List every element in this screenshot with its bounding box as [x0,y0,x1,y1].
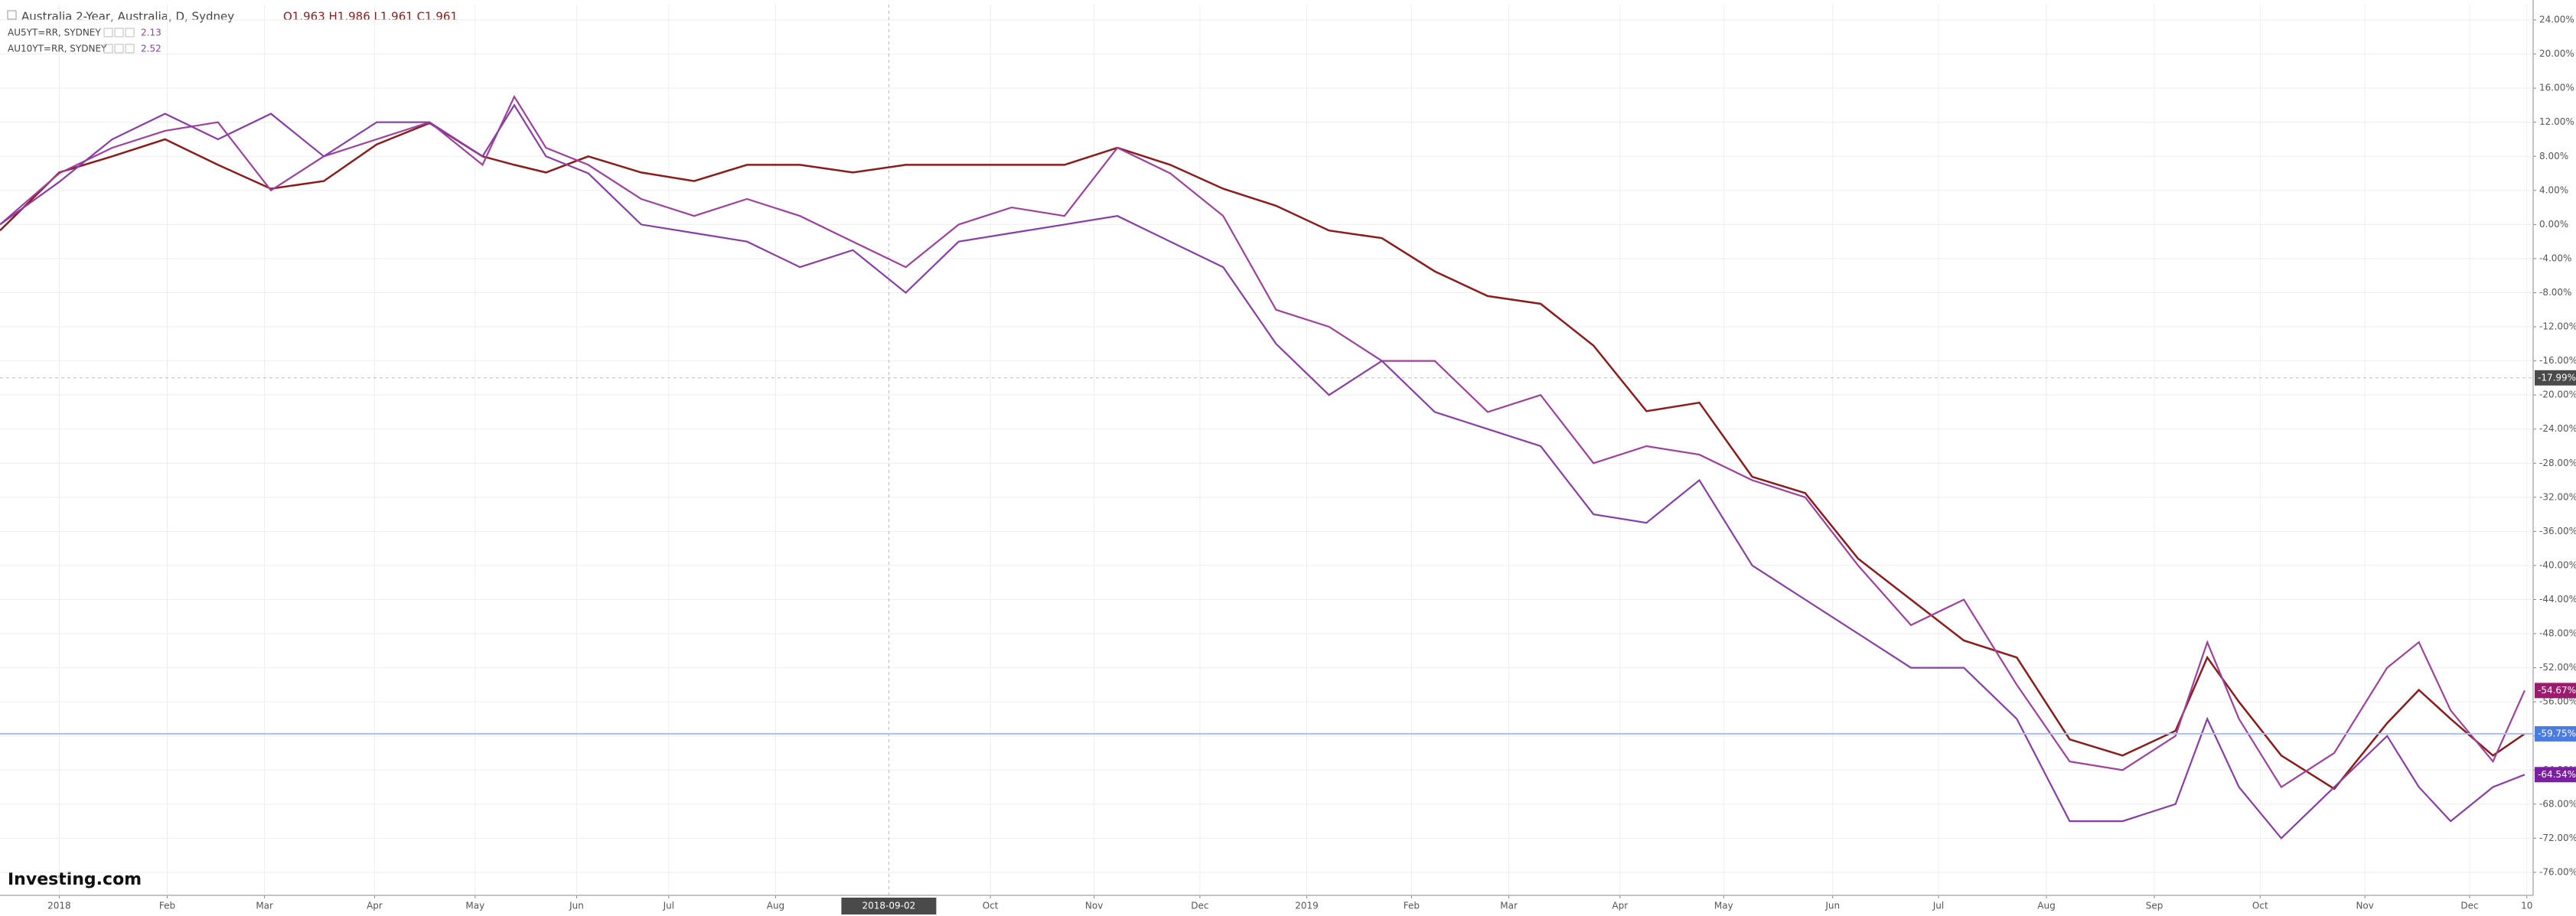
x-tick-label: 2019 [1295,901,1319,911]
legend-icon [103,28,113,37]
x-tick-label: Aug [767,901,784,911]
legend-value: 2.52 [141,44,161,54]
series-line [0,94,2525,789]
crosshair-y-label: -17.99% [2538,372,2576,383]
x-tick-label: Sep [2146,901,2164,911]
y-tick-label: -48.00% [2539,628,2576,639]
y-tick-label: 8.00% [2539,151,2568,161]
x-tick-label: Oct [2252,901,2268,911]
price-marker-box [2535,767,2576,783]
y-tick-label: -28.00% [2539,458,2576,468]
legend-title: Australia 2-Year, Australia, D, Sydney [21,10,234,24]
x-tick-label: Dec [2460,901,2478,911]
legend-icon [125,44,135,54]
price-marker-label: -54.67% [2538,685,2576,696]
x-tick-label: May [465,901,484,911]
legend-icon [103,44,113,54]
x-tick-label: Nov [1085,901,1103,911]
price-marker-box [2535,725,2576,742]
ohlc-label: O1.963 H1.986 L1.961 C1.961 [283,10,458,24]
x-tick-label: Jul [663,901,674,911]
y-tick-label: 12.00% [2539,116,2574,127]
x-tick-label: Feb [1404,901,1420,911]
y-tick-label: -4.00% [2539,253,2571,263]
legend-icon [125,28,135,37]
x-tick-label: Apr [1612,901,1628,911]
legend-value: 2.13 [141,28,161,38]
x-tick-label: Dec [1191,901,1208,911]
logo: Investing.com [8,870,142,889]
legend-icon [114,44,124,54]
x-tick-label: 2018 [47,901,71,911]
x-tick-label: Jun [1824,901,1840,911]
y-tick-label: -52.00% [2539,662,2576,673]
x-tick-label: 10 [2521,901,2532,911]
y-tick-label: -68.00% [2539,798,2576,809]
y-tick-label: -8.00% [2539,287,2571,298]
crosshair-x-label: 2018-09-02 [862,901,916,911]
y-tick-label: 16.00% [2539,83,2574,93]
y-tick-label: 0.00% [2539,219,2568,230]
y-tick-label: -12.00% [2539,321,2576,332]
y-tick-label: 24.00% [2539,15,2574,25]
legend-entry: AU10YT=RR, SYDNEY [8,44,107,54]
x-tick-label: Apr [367,901,383,911]
legend-entry: AU5YT=RR, SYDNEY [8,28,101,38]
y-tick-label: -44.00% [2539,594,2576,605]
price-marker-box [2535,683,2576,699]
y-tick-label: -36.00% [2539,526,2576,536]
x-tick-label: Nov [2356,901,2373,911]
series-line [0,103,2525,840]
collapse-icon[interactable] [7,10,17,20]
y-tick-label: -32.00% [2539,491,2576,502]
price-marker-label: -64.54% [2538,769,2576,780]
crosshair-y-box [2535,370,2576,386]
y-tick-label: -40.00% [2539,559,2576,570]
x-tick-label: Jun [569,901,584,911]
y-tick-label: -16.00% [2539,355,2576,366]
y-tick-label: -56.00% [2539,696,2576,707]
x-tick-label: Aug [2037,901,2055,911]
y-tick-label: -76.00% [2539,866,2576,877]
x-tick-label: Mar [1500,901,1518,911]
y-tick-label: 4.00% [2539,184,2568,195]
legend-icon [114,28,124,37]
crosshair-x-box [841,898,937,914]
x-tick-label: May [1714,901,1733,911]
y-tick-label: -20.00% [2539,390,2576,400]
y-tick-label: 20.00% [2539,48,2574,59]
y-tick-label: -72.00% [2539,833,2576,843]
price-marker-label: -59.75% [2538,728,2576,738]
x-tick-label: Mar [256,901,273,911]
y-tick-label: -24.00% [2539,423,2576,434]
x-tick-label: Jul [1932,901,1944,911]
x-tick-label: Feb [159,901,175,911]
x-tick-label: Oct [983,901,999,911]
